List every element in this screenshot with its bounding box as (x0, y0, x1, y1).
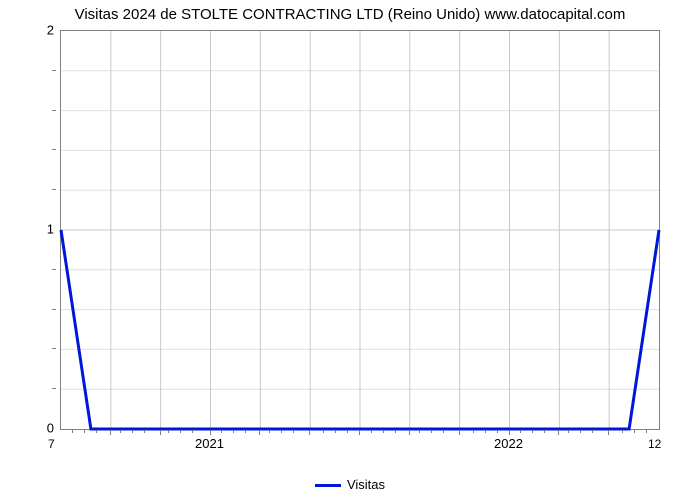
x-minor-tick (383, 430, 384, 433)
x-minor-tick (144, 430, 145, 433)
x-minor-tick (120, 430, 121, 433)
y-minor-tick (52, 269, 56, 270)
x-minor-tick (233, 430, 234, 433)
x-tick-label: 2021 (195, 436, 224, 451)
x-major-tick (409, 430, 410, 435)
legend-item-visitas: Visitas (315, 477, 385, 492)
x-major-tick (509, 430, 510, 435)
chart-title: Visitas 2024 de STOLTE CONTRACTING LTD (… (0, 6, 700, 23)
x-minor-tick (180, 430, 181, 433)
x-major-tick (359, 430, 360, 435)
x-minor-tick (269, 430, 270, 433)
x-minor-tick (221, 430, 222, 433)
x-minor-tick (132, 430, 133, 433)
x-minor-tick (646, 430, 647, 433)
x-minor-tick (592, 430, 593, 433)
y-minor-tick (52, 348, 56, 349)
legend: Visitas (0, 476, 700, 494)
x-minor-tick (281, 430, 282, 433)
x-major-tick (608, 430, 609, 435)
legend-swatch (315, 484, 341, 487)
x-minor-tick (245, 430, 246, 433)
gridlines (61, 31, 659, 429)
x-minor-tick (395, 430, 396, 433)
x-major-tick (459, 430, 460, 435)
corner-bottom-right: 12 (648, 437, 661, 451)
y-tick-label: 0 (47, 421, 54, 436)
x-major-tick (558, 430, 559, 435)
x-major-tick (110, 430, 111, 435)
y-minor-tick (52, 388, 56, 389)
x-minor-tick (473, 430, 474, 433)
x-minor-tick (520, 430, 521, 433)
y-minor-tick (52, 309, 56, 310)
x-major-tick (259, 430, 260, 435)
x-minor-tick (419, 430, 420, 433)
x-minor-tick (497, 430, 498, 433)
x-minor-tick (335, 430, 336, 433)
x-minor-tick (323, 430, 324, 433)
y-tick-label: 1 (47, 222, 54, 237)
x-minor-tick (568, 430, 569, 433)
x-minor-tick (485, 430, 486, 433)
y-tick-label: 2 (47, 23, 54, 38)
x-minor-tick (634, 430, 635, 433)
x-minor-tick (532, 430, 533, 433)
x-minor-tick (371, 430, 372, 433)
chart-svg (61, 31, 659, 429)
y-minor-tick (52, 149, 56, 150)
x-minor-tick (431, 430, 432, 433)
legend-label: Visitas (347, 477, 385, 492)
x-minor-tick (580, 430, 581, 433)
x-minor-tick (544, 430, 545, 433)
x-minor-tick (443, 430, 444, 433)
x-major-tick (160, 430, 161, 435)
x-minor-tick (622, 430, 623, 433)
x-minor-tick (293, 430, 294, 433)
x-minor-tick (347, 430, 348, 433)
x-major-tick (210, 430, 211, 435)
corner-top-left: 7 (48, 437, 55, 451)
plot-area (60, 30, 660, 430)
x-minor-tick (96, 430, 97, 433)
x-tick-label: 2022 (494, 436, 523, 451)
x-minor-tick (192, 430, 193, 433)
y-minor-tick (52, 70, 56, 71)
x-minor-tick (84, 430, 85, 433)
y-minor-tick (52, 110, 56, 111)
x-minor-tick (168, 430, 169, 433)
y-minor-tick (52, 189, 56, 190)
visits-line-chart: Visitas 2024 de STOLTE CONTRACTING LTD (… (0, 0, 700, 500)
x-major-tick (309, 430, 310, 435)
x-minor-tick (72, 430, 73, 433)
